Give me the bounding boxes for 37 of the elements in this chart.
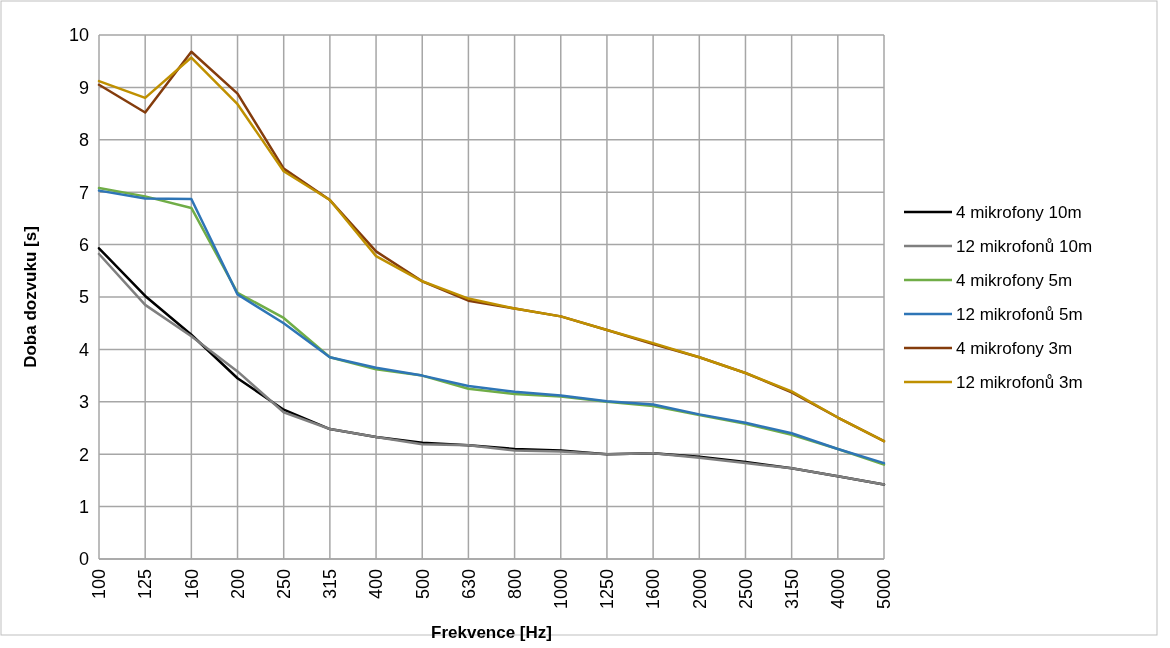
x-tick-label: 800 — [504, 569, 525, 600]
x-tick-label: 160 — [181, 569, 202, 600]
x-tick-label: 400 — [366, 569, 387, 600]
y-tick-label: 3 — [78, 392, 89, 413]
x-tick-label: 2500 — [735, 569, 756, 610]
x-tick-label: 315 — [320, 569, 341, 600]
x-tick-label: 5000 — [874, 569, 895, 610]
x-tick-label: 2000 — [689, 569, 710, 610]
legend-label: 12 mikrofonů 5m — [956, 304, 1083, 324]
y-tick-label: 9 — [78, 77, 89, 98]
y-tick-label: 2 — [78, 444, 89, 465]
legend-label: 4 mikrofony 5m — [956, 270, 1073, 290]
x-tick-label: 3150 — [781, 569, 802, 610]
legend-label: 12 mikrofonů 10m — [956, 236, 1093, 256]
y-tick-label: 4 — [78, 339, 89, 360]
x-tick-label: 630 — [458, 569, 479, 600]
legend-label: 4 mikrofony 10m — [956, 202, 1082, 222]
y-tick-label: 8 — [78, 130, 89, 151]
x-tick-label: 4000 — [828, 569, 849, 610]
x-tick-label: 200 — [227, 569, 248, 600]
y-tick-label: 5 — [78, 287, 89, 308]
y-tick-label: 10 — [68, 25, 89, 46]
y-tick-label: 7 — [78, 182, 89, 203]
x-tick-label: 500 — [412, 569, 433, 600]
legend-label: 12 mikrofonů 3m — [956, 372, 1083, 392]
x-tick-label: 250 — [274, 569, 295, 600]
x-tick-label: 1600 — [643, 569, 664, 610]
x-axis-title: Frekvence [Hz] — [431, 623, 552, 642]
legend-label: 4 mikrofony 3m — [956, 338, 1073, 358]
y-axis-title: Doba dozvuku [s] — [21, 226, 40, 368]
x-tick-label: 100 — [89, 569, 110, 600]
x-tick-label: 1000 — [551, 569, 572, 610]
x-tick-label: 1250 — [597, 569, 618, 610]
x-tick-label: 125 — [135, 569, 156, 600]
y-tick-label: 0 — [78, 549, 89, 570]
y-tick-label: 1 — [78, 496, 89, 517]
y-tick-label: 6 — [78, 234, 89, 255]
